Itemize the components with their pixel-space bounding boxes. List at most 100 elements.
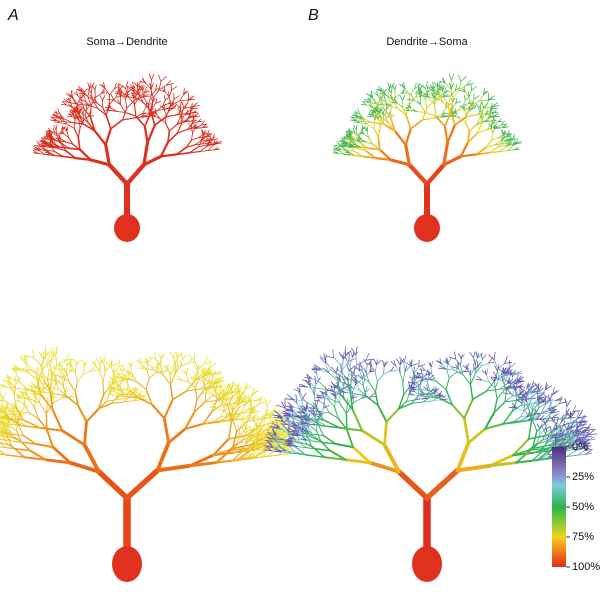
dendrite xyxy=(221,416,228,417)
dendrite xyxy=(471,374,476,385)
dendrite xyxy=(291,398,297,403)
dendrite xyxy=(310,426,317,431)
dendrite xyxy=(474,352,475,357)
dendrite xyxy=(335,399,336,408)
dendrite xyxy=(148,96,151,105)
dendrite xyxy=(232,419,237,431)
dendrite xyxy=(404,363,405,372)
dendrite xyxy=(21,412,30,413)
dendrite xyxy=(176,352,178,358)
dendrite xyxy=(455,352,456,359)
dendrite xyxy=(448,125,455,143)
dendrite xyxy=(559,435,563,436)
dendrite xyxy=(384,371,391,374)
dendrite xyxy=(406,145,410,165)
dendrite xyxy=(474,96,479,100)
dendrite xyxy=(66,365,67,373)
dendrite xyxy=(143,91,144,97)
dendrite xyxy=(144,91,149,92)
dendrite xyxy=(347,154,350,155)
dendrite xyxy=(356,125,357,130)
dendrite xyxy=(53,398,61,402)
dendrite xyxy=(74,359,77,365)
dendrite xyxy=(106,145,110,165)
dendrite xyxy=(103,372,105,382)
dendrite xyxy=(88,83,90,89)
dendrite xyxy=(435,105,436,117)
dendrite xyxy=(347,429,353,447)
dendrite xyxy=(446,378,449,389)
dendrite xyxy=(84,362,85,366)
dendrite xyxy=(137,382,146,390)
dendrite xyxy=(349,354,350,362)
dendrite xyxy=(478,380,482,381)
dendrite xyxy=(425,97,429,98)
dendrite xyxy=(203,393,211,394)
dendrite xyxy=(164,418,168,442)
dendrite xyxy=(121,368,123,374)
dendrite xyxy=(366,359,373,360)
dendrite xyxy=(164,109,166,115)
dendrite xyxy=(187,389,199,391)
dendrite xyxy=(155,117,166,125)
dendrite xyxy=(229,421,232,439)
dendrite xyxy=(474,367,479,370)
dendrite xyxy=(532,419,537,431)
dendrite xyxy=(240,390,245,397)
dendrite xyxy=(161,154,177,156)
soma xyxy=(112,546,142,582)
dendrite xyxy=(106,129,111,145)
dendrite xyxy=(56,147,60,148)
panel-title: Soma→Dendrite xyxy=(86,36,167,48)
dendrite xyxy=(23,398,31,399)
dendrite xyxy=(567,400,571,407)
dendrite xyxy=(374,359,377,365)
dendrite xyxy=(149,373,156,378)
dendrite xyxy=(395,131,406,145)
dendrite xyxy=(380,109,381,113)
dendrite xyxy=(529,421,532,439)
dendrite xyxy=(174,367,179,370)
dendrite xyxy=(74,120,75,128)
dendrite xyxy=(95,85,96,90)
dendrite xyxy=(171,84,172,90)
dendrite xyxy=(482,102,484,108)
dendrite xyxy=(47,364,50,371)
dendrite xyxy=(103,382,104,395)
colorbar-label: 25% xyxy=(572,471,594,483)
dendrite xyxy=(97,359,101,365)
dendrite xyxy=(174,96,179,100)
dendrite xyxy=(153,90,159,98)
dendrite xyxy=(346,351,352,356)
dendrite xyxy=(447,370,450,378)
dendrite xyxy=(452,405,464,419)
dendrite xyxy=(77,374,83,381)
dendrite xyxy=(36,444,53,447)
dendrite xyxy=(78,405,87,421)
dendrite xyxy=(482,380,489,382)
dendrite xyxy=(471,385,473,400)
dendrite xyxy=(469,92,470,97)
dendrite xyxy=(111,120,123,129)
dendrite xyxy=(472,87,477,91)
dendrite xyxy=(75,364,76,372)
dendrite xyxy=(84,96,85,101)
dendrite xyxy=(354,368,355,374)
dendrite xyxy=(261,457,265,458)
dendrite xyxy=(459,75,461,81)
dendrite xyxy=(431,361,433,367)
dendrite xyxy=(321,412,330,413)
dendrite xyxy=(121,105,126,113)
dendrite xyxy=(421,105,426,113)
dendrite xyxy=(455,117,466,125)
dendrite xyxy=(513,139,518,140)
dendrite xyxy=(505,141,509,142)
dendrite xyxy=(186,369,188,375)
dendrite xyxy=(390,106,391,117)
dendrite xyxy=(552,403,560,410)
dendrite xyxy=(375,364,376,372)
dendrite xyxy=(505,362,512,363)
dendrite xyxy=(54,125,56,130)
dendrite xyxy=(100,96,102,101)
